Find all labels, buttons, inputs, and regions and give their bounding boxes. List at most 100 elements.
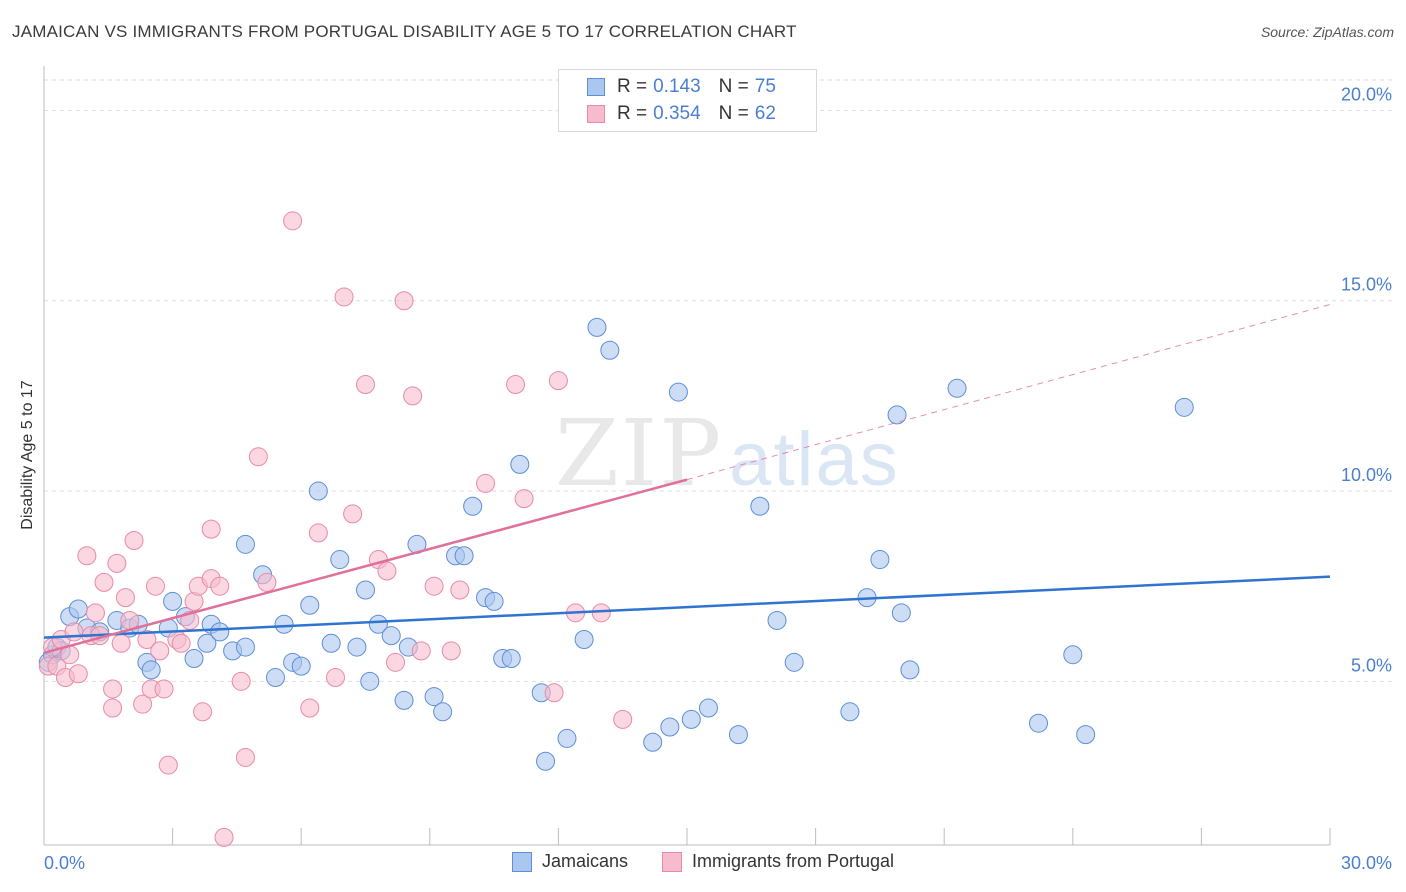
data-point-blue (1063, 645, 1083, 665)
data-point-pink (548, 371, 568, 391)
legend-item-portugal[interactable]: Immigrants from Portugal (661, 851, 895, 872)
series-legend: Jamaicans Immigrants from Portugal (0, 851, 1406, 872)
data-point-blue (750, 496, 770, 516)
data-point-blue (536, 751, 556, 771)
trend-line-pink (43, 478, 688, 655)
data-point-pink (231, 671, 251, 691)
data-point-pink (94, 572, 114, 592)
x-tick-label: 30.0% (1341, 853, 1392, 873)
data-point-pink (68, 664, 88, 684)
trend-line-extrapolated-pink (686, 304, 1331, 481)
data-point-pink (133, 694, 153, 714)
data-point-blue (587, 317, 607, 337)
data-point-pink (386, 652, 406, 672)
data-point-blue (557, 728, 577, 748)
data-point-pink (107, 553, 127, 573)
data-point-pink (201, 519, 221, 539)
data-point-blue (360, 671, 380, 691)
legend-label-portugal: Immigrants from Portugal (691, 851, 895, 871)
chart-title: JAMAICAN VS IMMIGRANTS FROM PORTUGAL DIS… (12, 22, 797, 41)
data-point-pink (591, 603, 611, 623)
data-point-pink (325, 668, 345, 688)
data-point-blue (381, 626, 401, 646)
data-point-pink (424, 576, 444, 596)
data-point-pink (214, 827, 234, 847)
data-point-blue (163, 591, 183, 611)
data-point-pink (411, 641, 431, 661)
data-point-pink (283, 211, 303, 231)
trend-line-blue (43, 575, 1331, 639)
data-point-pink (193, 702, 213, 722)
data-point-blue (510, 454, 530, 474)
legend-row-portugal: R = 0.354 N = 62 (587, 102, 776, 126)
data-point-blue (947, 378, 967, 398)
data-point-pink (377, 561, 397, 581)
data-point-pink (158, 755, 178, 775)
legend-item-jamaicans[interactable]: Jamaicans (511, 851, 628, 872)
data-point-pink (103, 698, 123, 718)
data-point-pink (476, 473, 496, 493)
data-point-blue (767, 610, 787, 630)
data-point-blue (463, 496, 483, 516)
data-point-blue (368, 614, 388, 634)
data-point-pink (77, 546, 97, 566)
data-point-pink (300, 698, 320, 718)
data-point-blue (668, 382, 688, 402)
data-point-pink (394, 291, 414, 311)
data-point-pink (124, 531, 144, 551)
data-point-pink (210, 576, 230, 596)
data-point-pink (115, 588, 135, 608)
source-label: Source: ZipAtlas.com (1260, 24, 1394, 40)
data-point-blue (356, 580, 375, 600)
watermark: ZIPatlas (555, 400, 900, 507)
data-point-blue (1174, 397, 1194, 417)
legend-swatch-pink (587, 105, 605, 123)
data-point-blue (347, 637, 367, 657)
data-point-blue (330, 550, 350, 570)
data-point-pink (111, 633, 131, 653)
data-point-blue (197, 633, 217, 653)
data-point-pink (403, 386, 423, 406)
data-point-pink (308, 523, 328, 543)
correlation-legend: R = 0.143 N = 75 R = 0.354 N = 62 (558, 69, 817, 132)
data-point-blue (840, 702, 860, 722)
legend-n-label: N = (718, 76, 749, 97)
data-point-pink (85, 603, 105, 623)
data-point-blue (433, 702, 453, 722)
data-point-blue (184, 649, 204, 669)
data-point-blue (321, 633, 341, 653)
data-point-blue (660, 717, 680, 737)
data-point-blue (698, 698, 718, 718)
watermark-zip: ZIP (555, 400, 724, 507)
y-tick-label: 20.0% (1341, 84, 1392, 104)
data-point-blue (274, 614, 294, 634)
data-point-blue (424, 687, 444, 707)
data-point-blue (681, 709, 701, 729)
data-point-pink (137, 629, 157, 649)
data-point-blue (454, 546, 474, 566)
data-point-blue (887, 405, 907, 425)
legend-n-value: 62 (754, 103, 776, 124)
data-point-blue (900, 660, 920, 680)
legend-label-jamaicans: Jamaicans (541, 851, 628, 871)
data-point-blue (265, 668, 285, 688)
data-point-pink (441, 641, 461, 661)
legend-r-label: R = (617, 103, 648, 124)
data-point-blue (728, 725, 748, 745)
data-point-pink (64, 622, 84, 642)
data-point-blue (484, 591, 504, 611)
legend-swatch-blue (587, 78, 605, 96)
data-point-pink (514, 489, 534, 509)
data-point-blue (141, 660, 161, 680)
data-point-pink (356, 374, 375, 394)
data-point-pink (613, 709, 633, 729)
legend-r-label: R = (617, 76, 648, 97)
data-point-blue (600, 340, 620, 360)
data-point-pink (343, 504, 363, 524)
legend-swatch-portugal (661, 851, 682, 872)
legend-n-label: N = (718, 103, 749, 124)
y-tick-label: 5.0% (1351, 655, 1392, 675)
data-point-blue (308, 481, 328, 501)
data-point-pink (171, 633, 191, 653)
legend-r-value: 0.143 (653, 76, 701, 97)
